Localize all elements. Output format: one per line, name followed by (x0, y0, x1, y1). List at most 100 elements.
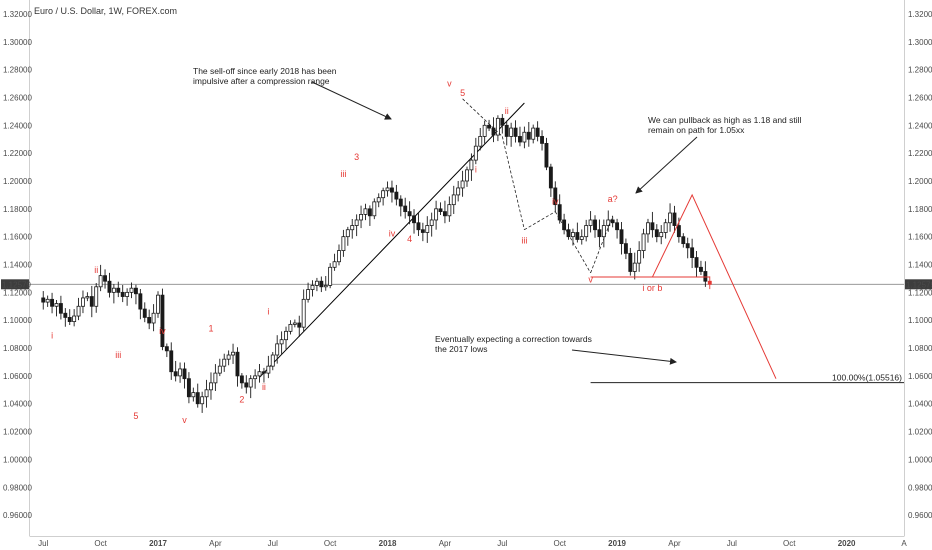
candle-body (81, 297, 85, 307)
candle-body (222, 358, 227, 367)
wave-label: iv (159, 326, 166, 336)
candle-body (703, 271, 708, 282)
candle-body (434, 208, 439, 221)
candle-body (478, 136, 483, 147)
candle-body (257, 371, 262, 377)
candle-body (518, 136, 522, 143)
candle-body (235, 351, 240, 377)
candle-body (191, 392, 196, 398)
candle-body (50, 298, 55, 307)
candle-body (544, 142, 549, 168)
candle-body (182, 368, 187, 380)
candle-body (173, 371, 178, 377)
y-tick-label-right: 1.06000 (908, 372, 932, 381)
candle-body (548, 166, 553, 189)
candle-body (685, 243, 690, 249)
x-tick-label: Jul (497, 539, 507, 548)
x-tick-label: Jul (727, 539, 737, 548)
projection-path (651, 193, 777, 379)
y-tick-label-left: 1.32000 (3, 10, 32, 19)
candle-body (217, 365, 222, 374)
dashed-wave-segment (501, 136, 525, 230)
projection-layer (590, 193, 777, 379)
candle-body (63, 312, 68, 318)
candle-body (456, 187, 461, 196)
candle-body (403, 205, 408, 213)
candle-body (522, 131, 527, 143)
candle-body (367, 208, 372, 217)
candle-body (663, 222, 668, 233)
y-axis-right: 1.32000 1.30000 1.28000 1.26000 1.24000 1.220… (908, 10, 932, 520)
wave-label: v (588, 275, 593, 285)
candle-body (116, 287, 121, 293)
candle-body (694, 257, 699, 268)
candle-body (451, 194, 456, 206)
y-tick-label-left: 1.24000 (3, 121, 32, 130)
candle-body (239, 375, 244, 384)
candle-body (597, 229, 602, 238)
wave-label: 1 (208, 323, 213, 333)
candle-body (288, 323, 293, 332)
candle-body (654, 229, 659, 238)
dashed-wave-segment (524, 211, 556, 231)
candle-body (593, 219, 597, 231)
candle-body (526, 131, 531, 140)
candle-body (262, 371, 266, 374)
candle-body (531, 127, 536, 140)
candle-body (398, 198, 403, 207)
candle-body (89, 296, 94, 307)
candle-body (570, 232, 575, 238)
x-tick-label: 2019 (608, 539, 626, 548)
wave-label: i (475, 165, 477, 175)
y-tick-label-right: 1.22000 (908, 149, 932, 158)
candle-body (125, 291, 130, 297)
candle-body (244, 382, 249, 388)
y-tick-label-right: 1.30000 (908, 38, 932, 47)
y-tick-label-left: 1.06000 (3, 372, 32, 381)
candle-body (226, 354, 231, 360)
y-tick-label-right: 1.32000 (908, 10, 932, 19)
y-tick-label-left: 1.30000 (3, 38, 32, 47)
x-tick-label: 2018 (379, 539, 397, 548)
x-tick-label: Jul (38, 539, 48, 548)
candle-body (54, 303, 59, 307)
candle-body (637, 250, 642, 264)
y-tick-label-left: 0.96000 (3, 511, 32, 520)
candle-body (650, 222, 655, 231)
candle-body (566, 229, 571, 238)
current-price-label-right: 1.12579 (906, 280, 932, 289)
candle-body (41, 297, 46, 303)
candle-body (279, 339, 284, 345)
x-tick-label: Apr (668, 539, 681, 548)
candle-body (672, 212, 677, 226)
candle-body (195, 392, 200, 405)
candle-body (659, 232, 664, 238)
y-tick-label-right: 1.12000 (908, 288, 932, 297)
y-tick-label-left: 1.16000 (3, 233, 32, 242)
candle-body (416, 222, 421, 231)
candle-body (354, 219, 359, 226)
candle-body (394, 191, 399, 200)
y-tick-label-left: 1.00000 (3, 455, 32, 464)
candle-body (160, 294, 165, 348)
y-tick-label-right: 1.14000 (908, 261, 932, 270)
annotation-3-line-1: Eventually expecting a correction toward… (435, 334, 592, 344)
candle-body (58, 303, 63, 314)
candle-body (323, 285, 328, 288)
candle-body (641, 233, 646, 251)
candle-body (306, 289, 311, 300)
candle-body (584, 225, 589, 238)
wave-label: ii (262, 382, 266, 392)
y-tick-label-left: 1.08000 (3, 344, 32, 353)
candle-body (266, 365, 271, 374)
candle-body (301, 298, 306, 328)
annotation-1-line-2: impulsive after a compression range (193, 76, 330, 86)
y-tick-label-right: 1.10000 (908, 316, 932, 325)
y-tick-label-right: 1.04000 (908, 400, 932, 409)
y-axis-left: 1.32000 1.30000 1.28000 1.26000 1.24000 1.220… (3, 10, 32, 520)
candle-body (98, 275, 103, 288)
candle-body (111, 287, 116, 293)
